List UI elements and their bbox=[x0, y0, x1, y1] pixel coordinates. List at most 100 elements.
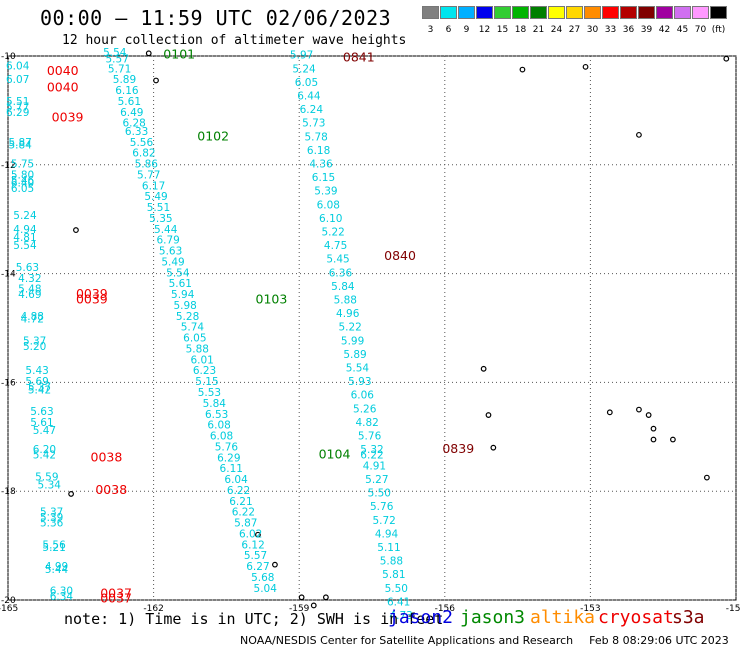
swh-value: 5.97 bbox=[290, 50, 313, 62]
scale-label: 45 bbox=[676, 25, 689, 35]
swh-value: 6.06 bbox=[351, 390, 375, 402]
scale-swatch-12 bbox=[638, 6, 655, 19]
swh-value: 5.54 bbox=[346, 363, 370, 375]
swh-value: 6.27 bbox=[246, 561, 269, 573]
scale-swatch-10 bbox=[602, 6, 619, 19]
island-outline bbox=[68, 491, 74, 497]
swh-value: 6.12 bbox=[241, 539, 264, 551]
swh-value: 5.24 bbox=[13, 210, 37, 222]
swh-value: 6.04 bbox=[224, 474, 248, 486]
swh-value: 4.94 bbox=[13, 224, 37, 236]
scale-label: 15 bbox=[496, 25, 509, 35]
island-outline bbox=[485, 412, 492, 418]
scale-label: 18 bbox=[514, 25, 527, 35]
swh-value: 5.56 bbox=[42, 539, 66, 551]
island-outline bbox=[645, 412, 652, 418]
swh-value: 5.48 bbox=[18, 284, 41, 296]
island-outline bbox=[606, 409, 613, 416]
satellite-s3a: s3a bbox=[672, 607, 705, 628]
swh-value: 4.32 bbox=[18, 273, 41, 285]
swh-value: 5.69 bbox=[25, 376, 48, 388]
swh-value: 5.87 bbox=[8, 137, 31, 149]
pass-time-label: 0039 bbox=[76, 292, 108, 307]
swh-value: 5.22 bbox=[321, 227, 344, 239]
swh-value: 5.42 bbox=[28, 384, 51, 396]
swh-value: 5.26 bbox=[353, 403, 377, 415]
swh-value: 6.02 bbox=[239, 528, 262, 540]
swh-value: 4.96 bbox=[336, 308, 360, 320]
swh-value: 4.81 bbox=[13, 232, 36, 244]
scale-label: 33 bbox=[604, 25, 617, 35]
swh-value: 5.51 bbox=[147, 202, 170, 214]
scale-swatch-14 bbox=[674, 6, 691, 19]
island-outline bbox=[322, 594, 329, 601]
swh-value: 5.54 bbox=[13, 240, 37, 252]
y-tick-label: -12 bbox=[1, 161, 16, 171]
swh-value: 6.82 bbox=[132, 148, 155, 160]
scale-swatch-5 bbox=[512, 6, 529, 19]
scale-label: 42 bbox=[658, 25, 671, 35]
x-tick-label: -165 bbox=[0, 604, 18, 614]
scale-swatch-11 bbox=[620, 6, 637, 19]
swh-value: 5.27 bbox=[365, 474, 388, 486]
scale-label: 6 bbox=[445, 25, 452, 35]
island-outline bbox=[703, 474, 710, 481]
swh-value: 5.73 bbox=[302, 118, 325, 130]
island-outline bbox=[153, 77, 159, 84]
swh-value: 5.61 bbox=[118, 96, 141, 108]
pass-time-label: 0839 bbox=[442, 441, 474, 456]
swh-value: 5.76 bbox=[370, 501, 394, 513]
credit-line: NOAA/NESDIS Center for Satellite Applica… bbox=[240, 634, 729, 647]
swh-value: 5.59 bbox=[35, 471, 58, 483]
swh-value: 5.81 bbox=[382, 569, 405, 581]
scale-swatch-2 bbox=[458, 6, 475, 19]
swh-value: 4.94 bbox=[375, 528, 399, 540]
swh-value: 5.43 bbox=[25, 365, 48, 377]
swh-value: 6.24 bbox=[300, 104, 324, 116]
swh-value: 5.80 bbox=[11, 169, 34, 181]
pass-time-label: 0039 bbox=[52, 109, 84, 124]
pass-time-label: 0040 bbox=[47, 63, 79, 78]
swh-value: 4.88 bbox=[21, 311, 44, 323]
swh-value: 5.63 bbox=[16, 262, 39, 274]
swh-value: 5.84 bbox=[8, 139, 32, 151]
chart-subtitle: 12 hour collection of altimeter wave hei… bbox=[62, 33, 407, 48]
scale-label: 12 bbox=[478, 25, 491, 35]
swh-value: 5.15 bbox=[195, 376, 218, 388]
swh-value: 6.30 bbox=[50, 586, 73, 598]
island-outline bbox=[480, 365, 487, 372]
island-outline bbox=[650, 436, 657, 443]
swh-value: 6.04 bbox=[6, 61, 30, 73]
island-outline bbox=[145, 50, 152, 57]
pass-time-label: 0102 bbox=[197, 128, 229, 143]
scale-swatch-1 bbox=[440, 6, 457, 19]
scale-swatch-16 bbox=[710, 6, 727, 19]
swh-value: 5.54 bbox=[103, 47, 127, 59]
swh-value: 6.49 bbox=[120, 107, 143, 119]
swh-value: 4.99 bbox=[45, 561, 68, 573]
y-tick-label: -18 bbox=[1, 487, 16, 497]
scale-label: 21 bbox=[532, 25, 545, 35]
swh-value: 5.94 bbox=[171, 289, 195, 301]
island-outline bbox=[255, 531, 261, 538]
swh-value: 5.53 bbox=[198, 387, 221, 399]
swh-value: 6.79 bbox=[156, 235, 179, 247]
scale-label: 27 bbox=[568, 25, 581, 35]
swh-value: 6.36 bbox=[329, 267, 353, 279]
swh-value: 6.53 bbox=[205, 409, 228, 421]
swh-value: 5.78 bbox=[304, 131, 327, 143]
swh-value: 6.23 bbox=[193, 365, 216, 377]
swh-value: 5.87 bbox=[234, 518, 257, 530]
swh-value: 5.37 bbox=[40, 507, 63, 519]
swh-value: 5.36 bbox=[40, 518, 64, 530]
swh-value: 5.51 bbox=[6, 96, 29, 108]
swh-value: 5.11 bbox=[377, 542, 400, 554]
swh-value: 5.20 bbox=[23, 341, 46, 353]
swh-value: 6.18 bbox=[307, 145, 330, 157]
island-outline bbox=[298, 594, 305, 601]
swh-value: 6.15 bbox=[312, 172, 335, 184]
pass-time-label: 0840 bbox=[384, 248, 416, 263]
pass-time-label: 0103 bbox=[256, 292, 288, 307]
swh-value: 5.61 bbox=[30, 417, 53, 429]
swh-value: 6.29 bbox=[217, 452, 240, 464]
